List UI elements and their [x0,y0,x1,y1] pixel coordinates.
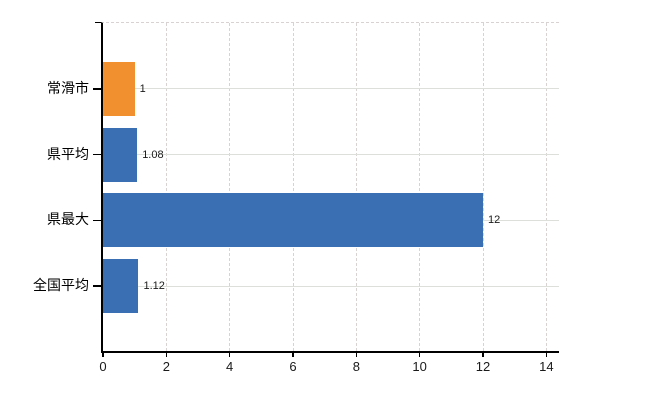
category-label: 県最大 [47,211,89,228]
bar [103,259,139,314]
category-label: 県平均 [47,145,89,162]
x-gridline [355,23,357,351]
y-tick-mark [93,285,101,287]
x-tick-mark [292,351,294,357]
y-gridline [103,285,559,287]
plot-area: 0 2 4 6 8 10 12 14 1 1.08 12 1.12 [93,21,559,374]
x-tick-mark [228,351,231,357]
x-tick-label: 2 [162,359,170,374]
x-tick-mark [102,351,104,357]
bar [103,127,138,182]
x-tick-label: 4 [226,359,234,374]
value-label: 1.08 [142,148,164,161]
x-tick-mark [418,351,421,357]
x-gridline [229,23,231,351]
y-gridline [103,88,559,90]
x-tick-label: 0 [99,359,107,374]
value-label: 1 [139,82,146,95]
x-tick-label: 6 [289,359,297,374]
x-gridline [419,23,421,351]
x-tick-label: 8 [352,359,360,374]
y-gridline [103,154,559,156]
x-gridline [165,23,167,351]
axis-top-tick [95,21,101,23]
x-tick-label: 10 [412,359,427,374]
x-gridline [292,23,294,351]
value-label: 1.12 [143,280,165,293]
category-label: 全国平均 [33,277,89,294]
x-tick-mark [545,351,548,357]
bar [103,193,483,248]
category-label: 常滑市 [47,79,89,96]
x-tick-mark [165,351,168,357]
y-tick-mark [93,219,101,222]
x-gridline [545,23,547,351]
x-tick-label: 14 [539,359,554,374]
x-gridline [482,23,484,351]
y-tick-mark [93,88,101,90]
x-tick-mark [355,351,358,357]
x-tick-label: 12 [475,359,491,374]
x-tick-mark [482,351,484,357]
value-label: 12 [488,214,501,227]
y-tick-mark [93,153,101,156]
bar [103,61,135,116]
